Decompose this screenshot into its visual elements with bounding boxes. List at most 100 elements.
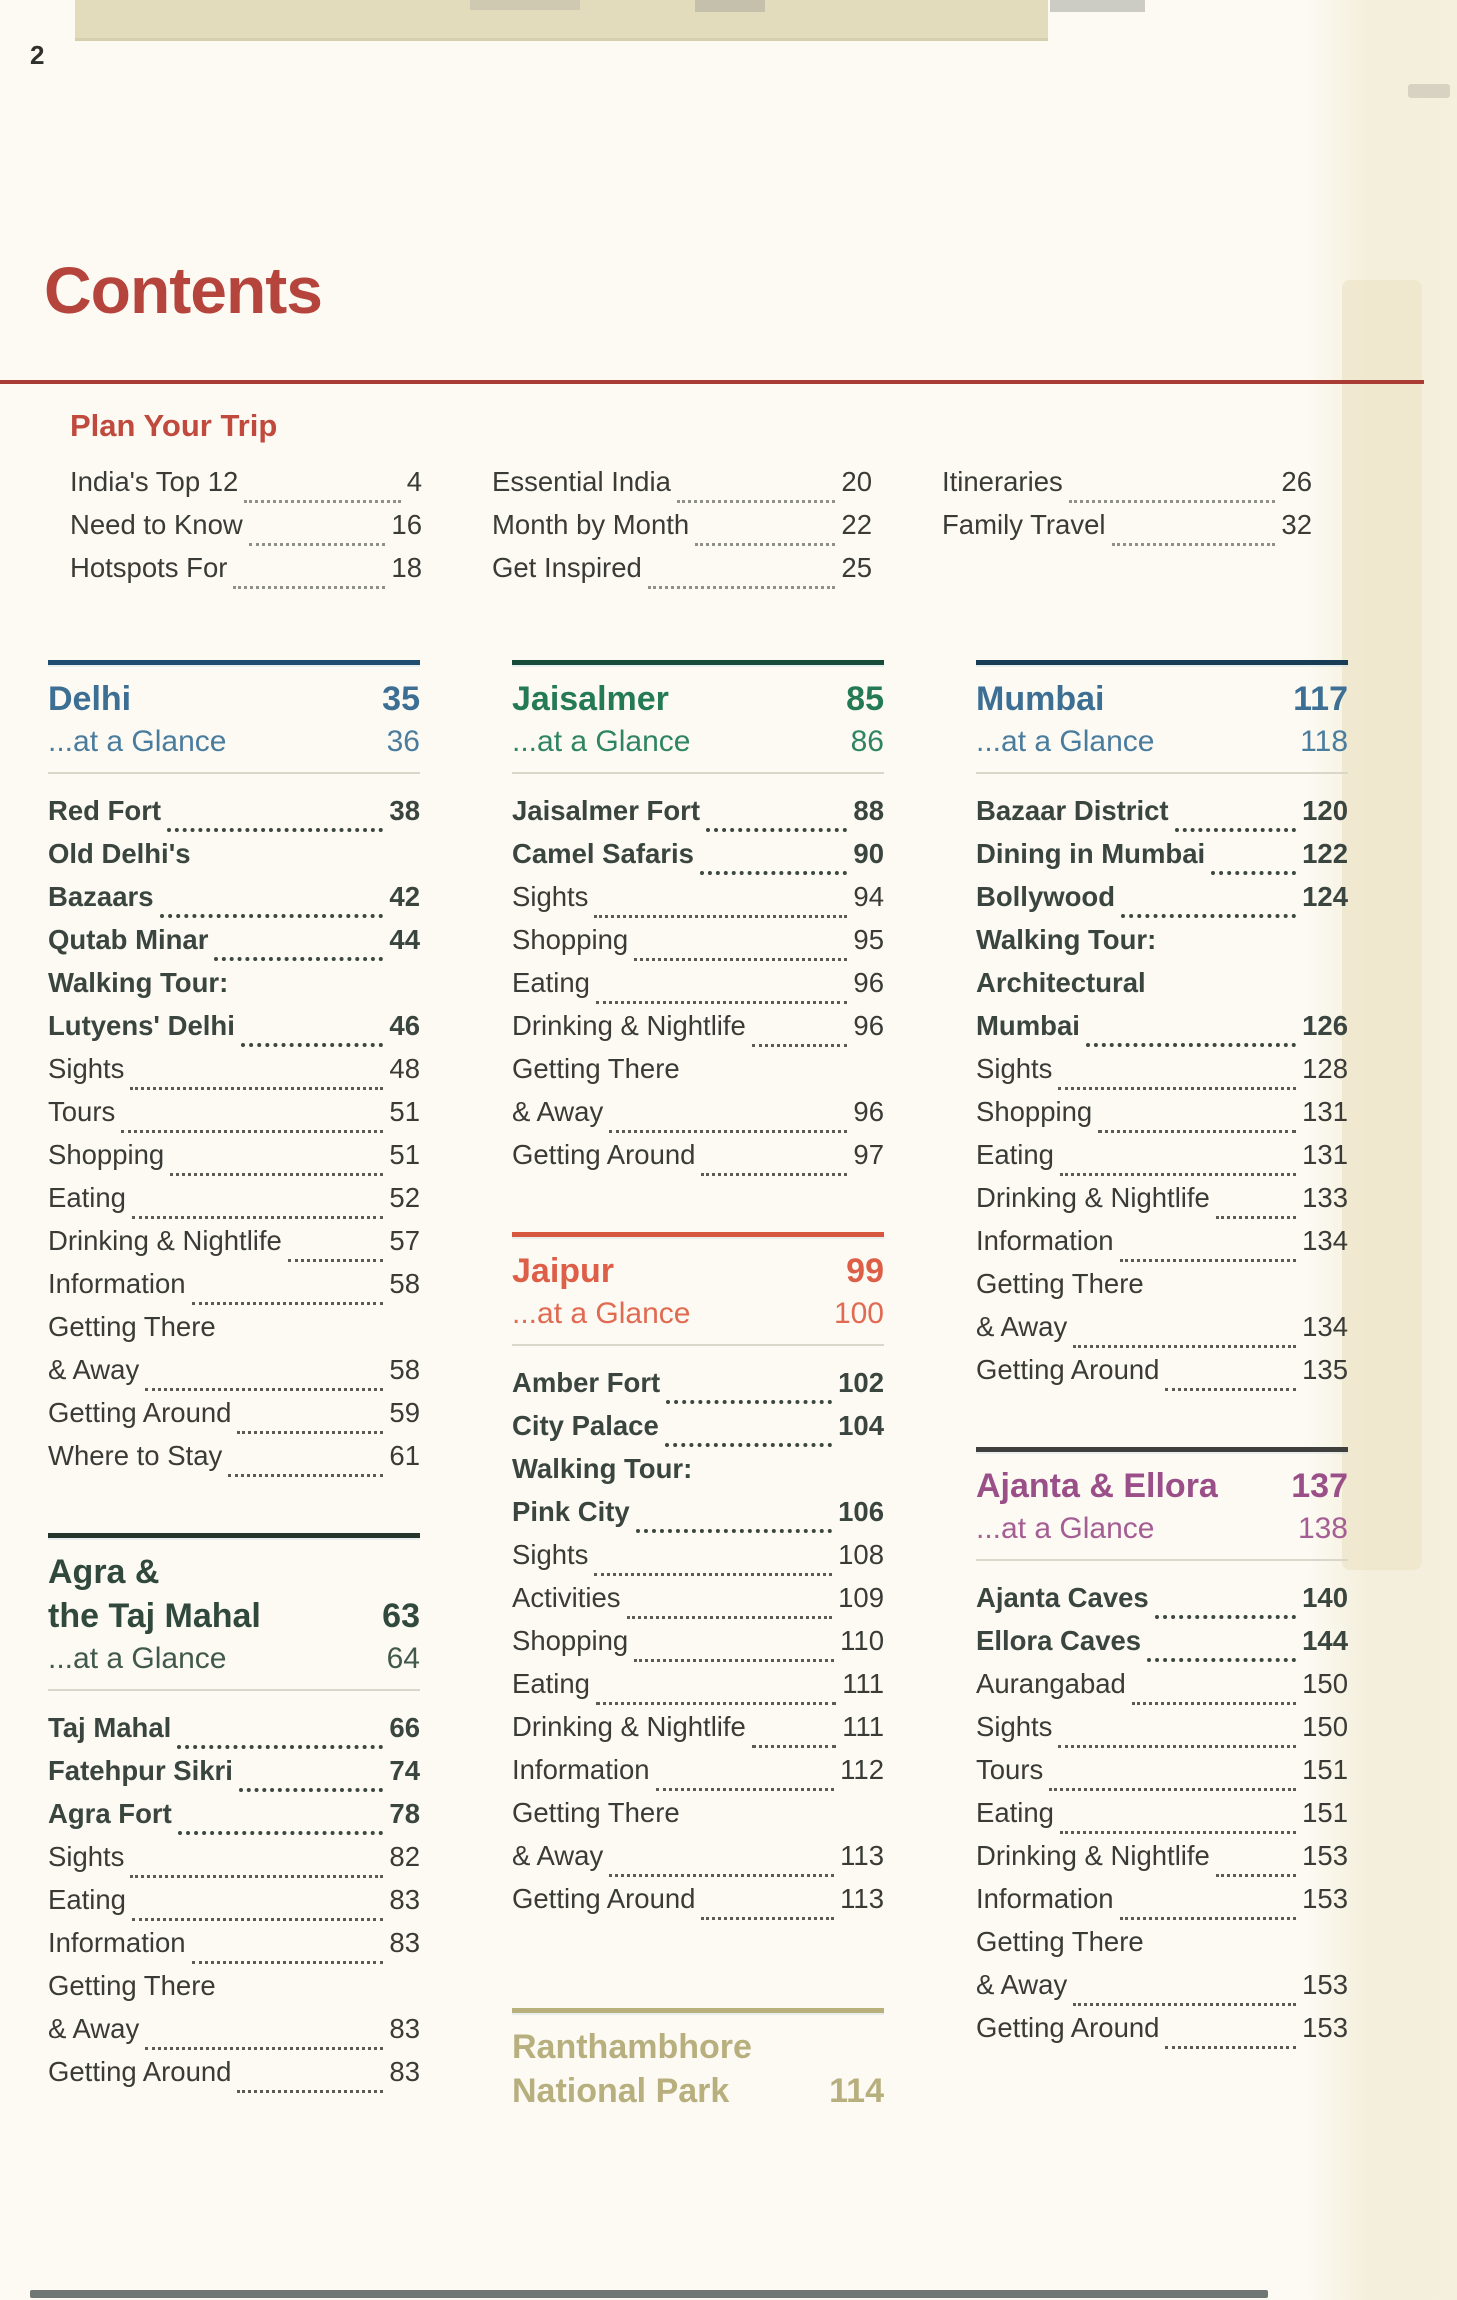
section-title-line: Jaipur 99 [512, 1249, 884, 1293]
entry-label: Dining in Mumbai [976, 838, 1206, 869]
dot-leader [634, 948, 848, 961]
entry-page: 113 [840, 1883, 884, 1914]
entry-label: Sights [48, 1053, 125, 1084]
section-jaisalmer: Jaisalmer 85 ...at a Glance 86 Jaisalmer For… [512, 660, 884, 1176]
dot-leader [751, 1034, 848, 1047]
toc-entry: & Away 58 [48, 1348, 420, 1391]
dot-leader [177, 1735, 384, 1749]
entry-label: Drinking & Nightlife [512, 1010, 746, 1041]
toc-entry: Where to Stay 61 [48, 1434, 420, 1477]
dot-leader [121, 1120, 384, 1133]
entry-label: Walking Tour: [512, 1453, 693, 1484]
plan-entry: India's Top 12 4 [70, 460, 422, 503]
entry-page: 38 [389, 795, 420, 826]
section-title-line: Ranthambhore [512, 2025, 884, 2069]
plan-entry: Month by Month 22 [492, 503, 872, 546]
entry-label: Getting Around [48, 1397, 232, 1428]
entry-label: Eating [48, 1884, 126, 1915]
toc-entry: Sights 108 [512, 1533, 884, 1576]
entry-label: Walking Tour: [976, 924, 1157, 955]
entry-label: Tours [976, 1754, 1044, 1785]
at-a-glance-row: ...at a Glance 138 [976, 1508, 1348, 1550]
at-a-glance-page: 138 [1297, 1512, 1348, 1545]
toc-entry: Taj Mahal 66 [48, 1706, 420, 1749]
entry-label: Activities [512, 1582, 621, 1613]
dot-leader [706, 818, 848, 832]
toc-entry: Mumbai 126 [976, 1004, 1348, 1047]
dot-leader [228, 1464, 384, 1477]
entry-page: 18 [391, 552, 422, 583]
dot-leader [237, 2080, 384, 2093]
dot-leader [1049, 1778, 1297, 1791]
toc-entry: Lutyens' Delhi 46 [48, 1004, 420, 1047]
dot-leader [1147, 1648, 1297, 1662]
entry-page: 58 [389, 1354, 420, 1385]
toc-entry: & Away 134 [976, 1305, 1348, 1348]
section-page: 99 [846, 1252, 884, 1290]
entry-label: Getting Around [512, 1883, 696, 1914]
section-title: Ajanta & Ellora [976, 1467, 1218, 1505]
entry-label: Red Fort [48, 795, 162, 826]
dot-leader [167, 818, 384, 832]
section-top-rule [512, 2008, 884, 2013]
entry-page: 51 [389, 1139, 420, 1170]
entry-label: Get Inspired [492, 552, 642, 583]
entry-label: Month by Month [492, 509, 690, 540]
toc-entry: Getting There [512, 1047, 884, 1090]
toc-entry: Shopping 95 [512, 918, 884, 961]
entry-page: 134 [1302, 1311, 1348, 1342]
section-ranthambhore: Ranthambhore National Park 114 [512, 2008, 884, 2113]
plan-entry: Itineraries 26 [942, 460, 1312, 503]
toc-entry: Agra Fort 78 [48, 1792, 420, 1835]
toc-entry: & Away 96 [512, 1090, 884, 1133]
plan-column: Itineraries 26 Family Travel 32 [942, 460, 1312, 589]
entry-label: Information [48, 1927, 186, 1958]
entry-page: 20 [841, 466, 872, 497]
entry-label: & Away [48, 2013, 140, 2044]
entry-page: 83 [389, 1927, 420, 1958]
dot-leader [701, 1907, 835, 1920]
toc-entry: Drinking & Nightlife 111 [512, 1705, 884, 1748]
entry-page: 4 [406, 466, 422, 497]
dot-leader [1165, 1378, 1297, 1391]
dot-leader [130, 1865, 384, 1878]
toc-entry: Fatehpur Sikri 74 [48, 1749, 420, 1792]
entry-page: 131 [1302, 1139, 1348, 1170]
dot-leader [244, 490, 401, 503]
dot-leader [1211, 861, 1297, 875]
toc-entry: Eating 96 [512, 961, 884, 1004]
toc-entry: Jaisalmer Fort 88 [512, 789, 884, 832]
toc-entry: Drinking & Nightlife 153 [976, 1834, 1348, 1877]
entry-label: Getting Around [512, 1139, 696, 1170]
at-a-glance-label: ...at a Glance [512, 1297, 691, 1330]
dot-leader [751, 1735, 837, 1748]
toc-entry: & Away 153 [976, 1963, 1348, 2006]
entry-label: Camel Safaris [512, 838, 694, 869]
entry-label: Eating [48, 1182, 126, 1213]
toc-entry: Qutab Minar 44 [48, 918, 420, 961]
entry-label: Family Travel [942, 509, 1106, 540]
entry-label: Information [976, 1225, 1114, 1256]
entry-page: 61 [389, 1440, 420, 1471]
toc-entry: Drinking & Nightlife 133 [976, 1176, 1348, 1219]
at-a-glance-label: ...at a Glance [976, 1512, 1155, 1545]
entry-label: Ajanta Caves [976, 1582, 1149, 1613]
dot-leader [238, 1778, 384, 1792]
entry-page: 51 [389, 1096, 420, 1127]
dot-leader [1121, 904, 1297, 918]
toc-entry: Sights 150 [976, 1705, 1348, 1748]
toc-entry: Getting Around 135 [976, 1348, 1348, 1391]
entry-label: Sights [976, 1053, 1053, 1084]
entry-label: Shopping [976, 1096, 1093, 1127]
section-agra: Agra & the Taj Mahal 63 ...at a Glance 64 Taj… [48, 1533, 420, 2093]
dot-leader [248, 533, 386, 546]
scan-artifact-smudge [695, 0, 765, 12]
entry-page: 26 [1281, 466, 1312, 497]
section-title-line: Jaisalmer 85 [512, 677, 884, 721]
section-page: 137 [1291, 1467, 1348, 1505]
dot-leader [130, 1077, 384, 1090]
entry-page: 104 [838, 1410, 884, 1441]
entry-page: 153 [1302, 1969, 1348, 2000]
toc-entry: Information 112 [512, 1748, 884, 1791]
